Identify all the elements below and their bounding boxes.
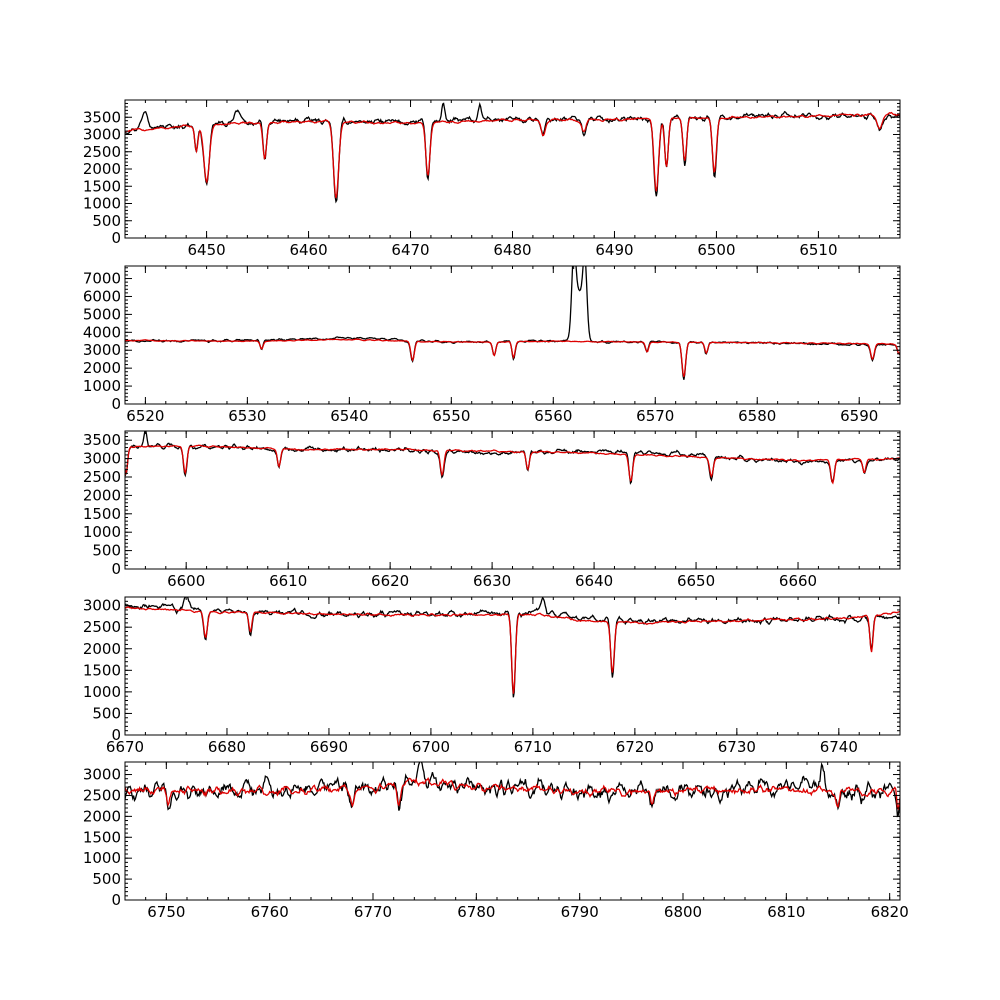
y-tick-label: 2500: [83, 618, 121, 636]
y-tick-label: 0: [111, 560, 121, 578]
x-tick-label: 6460: [289, 241, 327, 259]
y-tick-label: 5000: [83, 305, 121, 323]
y-tick-label: 1000: [83, 523, 121, 541]
x-tick-label: 6520: [126, 407, 164, 425]
axes-frame-5: [124, 761, 901, 901]
x-tick-label: 6470: [391, 241, 429, 259]
model-spectrum-line-1: [125, 111, 900, 199]
x-tick-label: 6750: [147, 903, 185, 921]
y-tick-label: 7000: [83, 270, 121, 288]
x-tick-label: 6630: [473, 572, 511, 590]
y-tick-label: 500: [92, 542, 121, 560]
y-tick-label: 2000: [83, 807, 121, 825]
y-tick-label: 2500: [83, 468, 121, 486]
x-tick-label: 6530: [228, 407, 266, 425]
y-tick-label: 1500: [83, 177, 121, 195]
x-tick-label: 6740: [820, 738, 858, 756]
y-tick-label: 500: [92, 870, 121, 888]
spectrum-panel-3: 6600 6610 6620 6630 6640 6650 6660 050010001500…: [83, 430, 901, 590]
spectrum-panel-5: 6750 6760 6770 6780 6790 6800 6810 6820 0 500 1000…: [83, 761, 909, 921]
model-spectrum-line-4: [125, 606, 900, 694]
y-tick-label: 2500: [83, 786, 121, 804]
y-tick-label: 3000: [83, 766, 121, 784]
y-tick-label: 0: [111, 229, 121, 247]
y-tick-label: 1000: [83, 377, 121, 395]
model-spectrum-line-2: [125, 338, 900, 377]
y-tick-label: 1000: [83, 195, 121, 213]
y-tick-label: 3000: [83, 450, 121, 468]
y-tick-label: 1500: [83, 505, 121, 523]
x-tick-label: 6770: [354, 903, 392, 921]
x-tick-label: 6560: [534, 407, 572, 425]
y-tick-label: 3000: [83, 597, 121, 615]
x-tick-label: 6660: [779, 572, 817, 590]
x-tick-label: 6810: [767, 903, 805, 921]
x-tick-label: 6760: [251, 903, 289, 921]
x-tick-label: 6730: [718, 738, 756, 756]
y-tick-label: 2000: [83, 486, 121, 504]
observed-spectrum-line-5: [125, 762, 900, 818]
x-tick-label: 6620: [371, 572, 409, 590]
x-tick-label: 6540: [330, 407, 368, 425]
y-tick-label: 1000: [83, 849, 121, 867]
x-tick-label: 6790: [561, 903, 599, 921]
x-tick-label: 6550: [432, 407, 470, 425]
y-tick-label: 2000: [83, 160, 121, 178]
x-tick-label: 6820: [871, 903, 909, 921]
y-tick-label: 0: [111, 891, 121, 909]
y-tick-label: 2500: [83, 143, 121, 161]
observed-spectrum-line-3: [125, 431, 900, 485]
x-tick-label: 6480: [493, 241, 531, 259]
y-tick-label: 500: [92, 212, 121, 230]
x-tick-label: 6450: [187, 241, 225, 259]
x-tick-label: 6700: [412, 738, 450, 756]
y-tick-label: 1000: [83, 683, 121, 701]
x-tick-label: 6720: [616, 738, 654, 756]
x-tick-label: 6640: [575, 572, 613, 590]
x-tick-label: 6780: [457, 903, 495, 921]
y-tick-label: 3000: [83, 126, 121, 144]
x-tick-label: 6800: [664, 903, 702, 921]
y-tick-label: 4000: [83, 323, 121, 341]
observed-spectrum-line-1: [125, 101, 900, 204]
x-tick-label: 6600: [167, 572, 205, 590]
y-tick-label: 500: [92, 704, 121, 722]
y-tick-label: 2000: [83, 359, 121, 377]
x-tick-label: 6490: [595, 241, 633, 259]
x-tick-label: 6680: [208, 738, 246, 756]
y-tick-label: 3500: [83, 431, 121, 449]
y-tick-label: 3500: [83, 108, 121, 126]
y-tick-label: 6000: [83, 287, 121, 305]
x-tick-label: 6580: [738, 407, 776, 425]
y-tick-label: 1500: [83, 661, 121, 679]
x-tick-label: 6590: [840, 407, 878, 425]
y-tick-label: 0: [111, 726, 121, 744]
y-tick-label: 0: [111, 395, 121, 413]
model-spectrum-line-3: [125, 444, 900, 485]
spectrum-panel-2: 6520 6530 6540 6550 6560 6570 6580 6590 01000200…: [83, 265, 901, 425]
y-tick-label: 2000: [83, 640, 121, 658]
spectrum-panel-1: 6450 6460 6470 6480 6490 6500 6510 050010001500…: [83, 99, 901, 259]
x-tick-label: 6610: [269, 572, 307, 590]
spectrum-panel-4: 6670 6680 6690 6700 6710 6720 6730 6740 0 500 1000…: [83, 596, 901, 756]
x-tick-label: 6510: [799, 241, 837, 259]
model-spectrum-line-5: [125, 777, 900, 811]
y-tick-label: 3000: [83, 341, 121, 359]
x-tick-label: 6650: [677, 572, 715, 590]
axes-frame-2: [124, 265, 901, 405]
x-tick-label: 6690: [310, 738, 348, 756]
x-tick-label: 6500: [697, 241, 735, 259]
x-tick-label: 6710: [514, 738, 552, 756]
y-tick-label: 1500: [83, 828, 121, 846]
x-tick-label: 6570: [636, 407, 674, 425]
x-tick-label: 6670: [106, 738, 144, 756]
